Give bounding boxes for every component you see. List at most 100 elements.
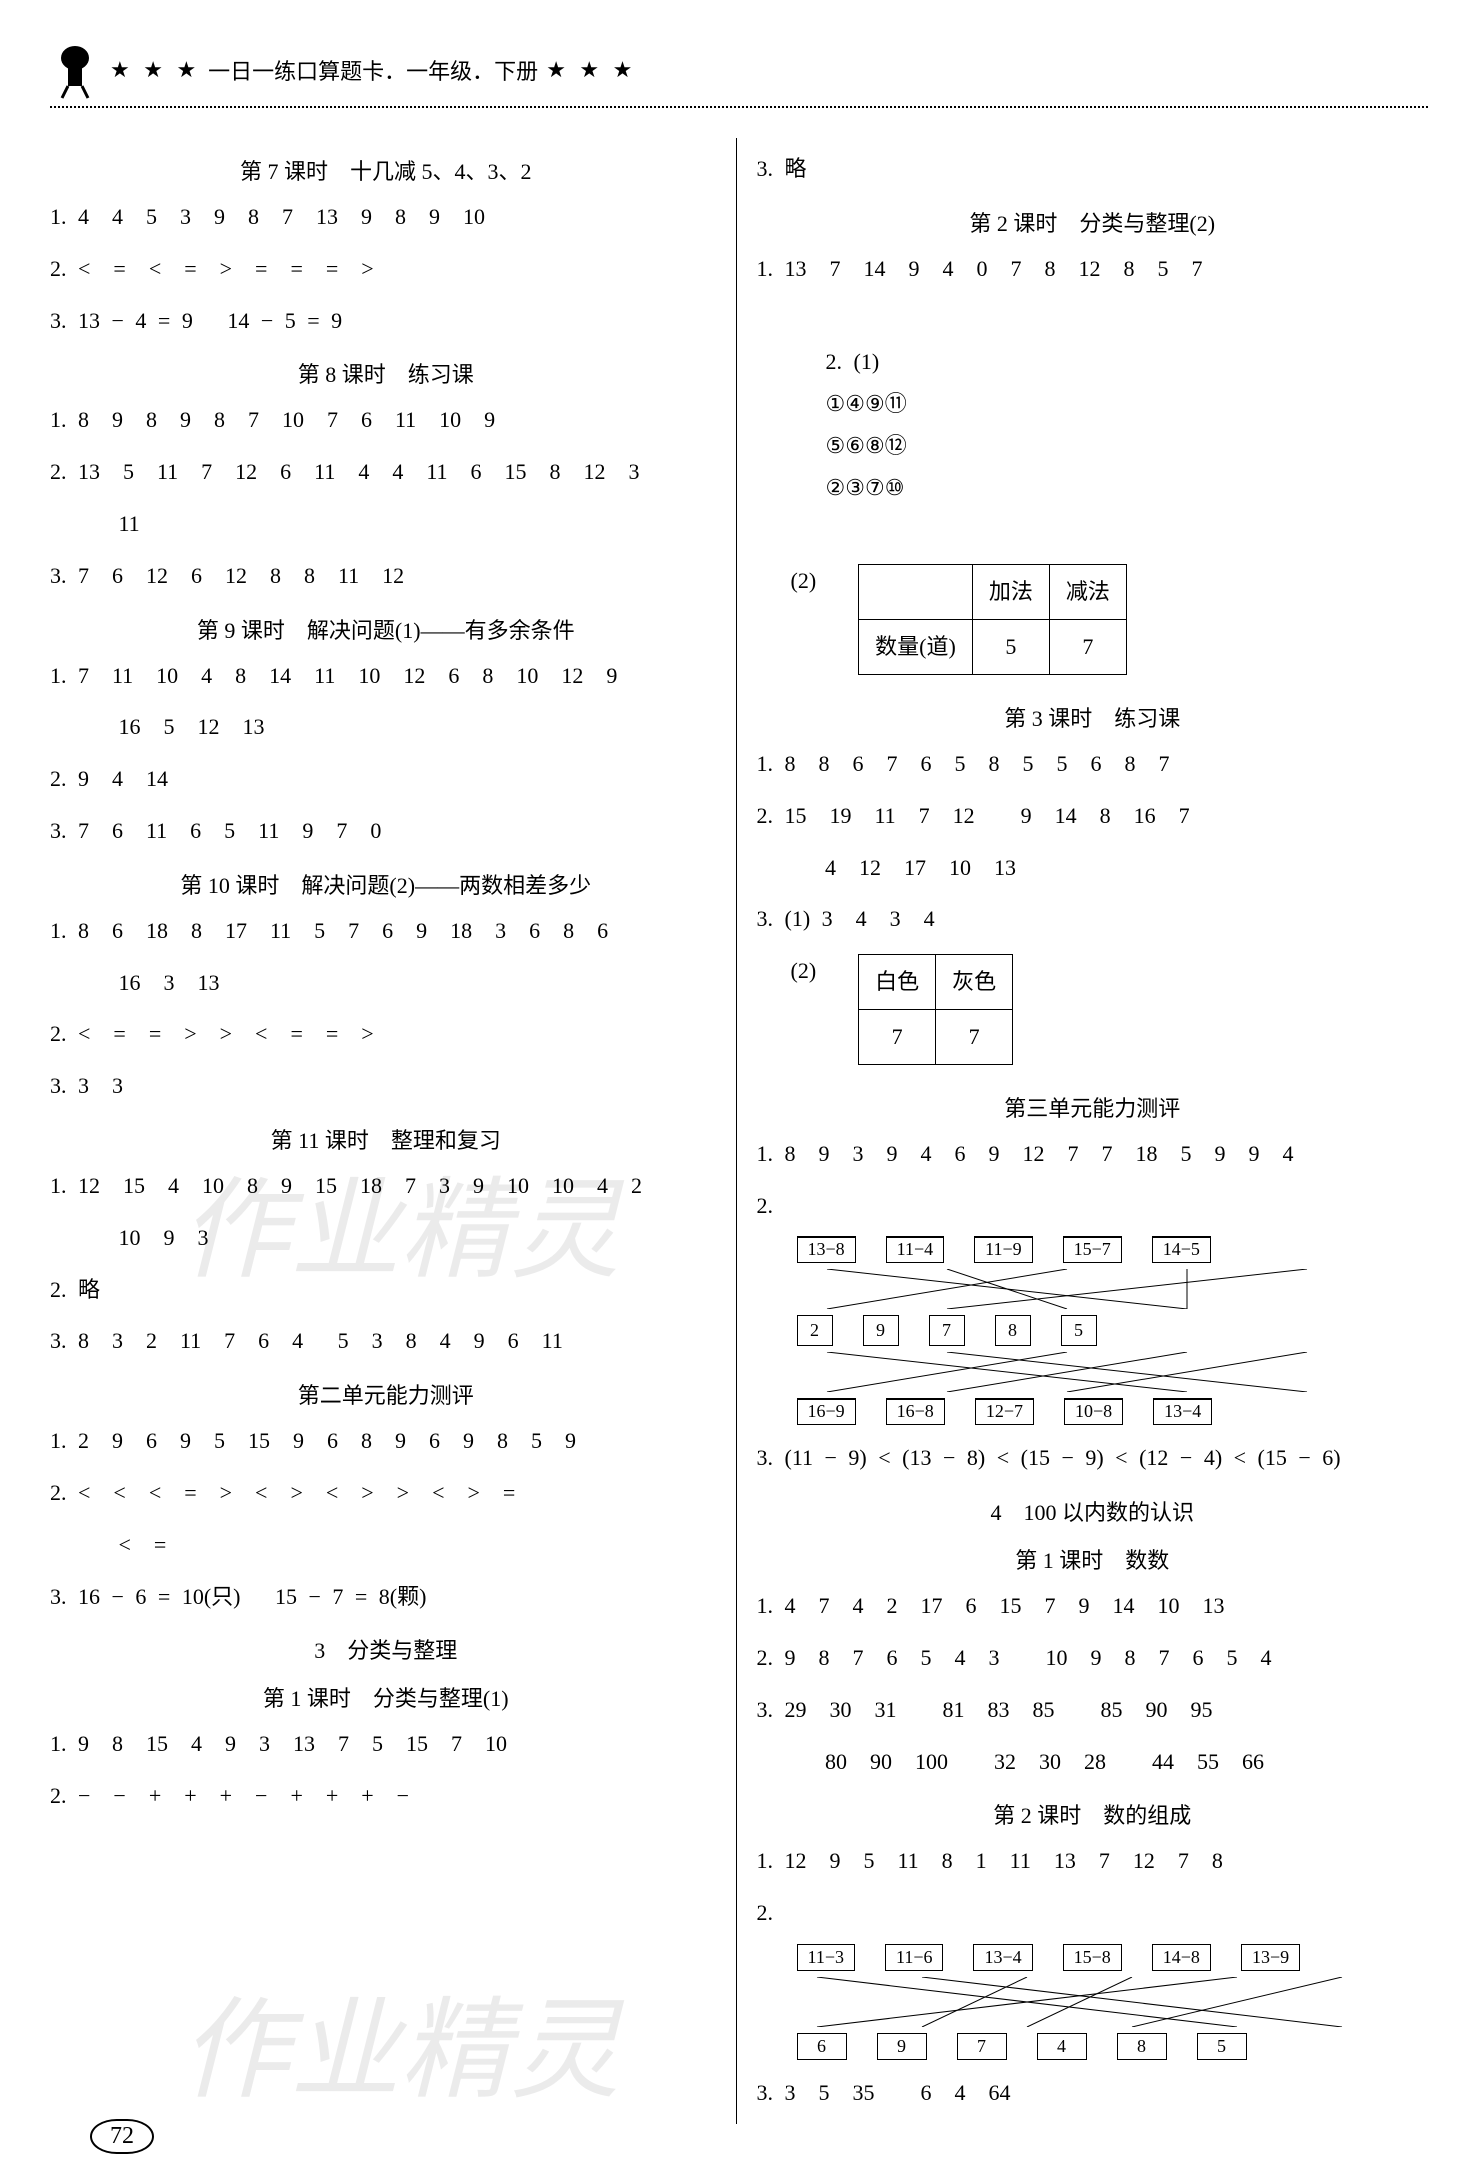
env: 11−9	[974, 1236, 1032, 1263]
env: 11−4	[886, 1236, 944, 1263]
cube: 7	[929, 1315, 965, 1346]
page-header: ★ ★ ★ 一日一练口算题卡．一年级．下册 ★ ★ ★	[50, 40, 1428, 108]
smallbox: 7	[957, 2033, 1007, 2060]
section-sub: 第 2 课时 数的组成	[757, 1798, 1429, 1830]
label: 2. (1)	[826, 349, 880, 374]
smallbox: 4	[1037, 2033, 1087, 2060]
section-head: 第 7 课时 十几减 5、4、3、2	[50, 154, 722, 186]
section-sub: 第 1 课时 分类与整理(1)	[50, 1681, 722, 1713]
matching-diagram: 13−811−411−915−714−5 29785 16−916−812−71…	[757, 1236, 1429, 1425]
label: 2.	[757, 1892, 1429, 1934]
env: 10−8	[1064, 1398, 1123, 1425]
circled-group: ②③⑦⑩	[826, 475, 905, 500]
cell: 数量(道)	[859, 620, 973, 675]
answer-line: 3. 16 − 6 = 10(只) 15 − 7 = 8(颗)	[50, 1576, 722, 1618]
answer-line: 10 9 3	[50, 1217, 722, 1259]
answer-line: 2. 略	[50, 1269, 722, 1311]
answer-line: 16 5 12 13	[50, 706, 722, 748]
section-sub: 第 1 课时 数数	[757, 1543, 1429, 1575]
envelope-row: 16−916−812−710−813−4	[757, 1398, 1429, 1425]
smallbox: 8	[1117, 2033, 1167, 2060]
answer-line: 2. < < < = > < > < > > < > =	[50, 1472, 722, 1514]
answer-line: 2. 9 8 7 6 5 4 3 10 9 8 7 6 5 4	[757, 1637, 1429, 1679]
answer-line: 1. 7 11 10 4 8 14 11 10 12 6 8 10 12 9	[50, 655, 722, 697]
classify-table: 加法 减法 数量(道) 5 7	[858, 564, 1127, 675]
answer-line: 3. 3 3	[50, 1065, 722, 1107]
color-table: 白色 灰色 7 7	[858, 954, 1013, 1065]
answer-line: 3. 29 30 31 81 83 85 85 90 95	[757, 1689, 1429, 1731]
env: 16−8	[886, 1398, 945, 1425]
smallbox: 13−4	[973, 1944, 1032, 1971]
cube: 2	[797, 1315, 833, 1346]
answer-line: 2. 13 5 11 7 12 6 11 4 4 11 6 15 8 12 3	[50, 451, 722, 493]
env: 15−7	[1063, 1236, 1122, 1263]
box-row: 697485	[757, 2033, 1429, 2060]
cell: 加法	[972, 565, 1049, 620]
section-head: 第三单元能力测评	[757, 1091, 1429, 1123]
cell: 白色	[859, 955, 936, 1010]
left-column: 第 7 课时 十几减 5、4、3、2 1. 4 4 5 3 9 8 7 13 9…	[50, 138, 737, 2124]
answer-line: 11	[50, 503, 722, 545]
smallbox: 13−9	[1241, 1944, 1300, 1971]
section-head: 3 分类与整理	[50, 1633, 722, 1665]
answer-line: 1. 12 15 4 10 8 9 15 18 7 3 9 10 10 4 2	[50, 1165, 722, 1207]
answer-line: 80 90 100 32 30 28 44 55 66	[757, 1741, 1429, 1783]
cell: 7	[936, 1009, 1013, 1064]
env: 13−4	[1153, 1398, 1212, 1425]
answer-line: 1. 2 9 6 9 5 15 9 6 8 9 6 9 8 5 9	[50, 1420, 722, 1462]
answer-line: 1. 9 8 15 4 9 3 13 7 5 15 7 10	[50, 1723, 722, 1765]
answer-line: 2. 15 19 11 7 12 9 14 8 16 7	[757, 795, 1429, 837]
label: (2)	[757, 950, 817, 992]
section-head: 第 3 课时 练习课	[757, 701, 1429, 733]
answer-line: 1. 12 9 5 11 8 1 11 13 7 12 7 8	[757, 1840, 1429, 1882]
answer-line: 1. 8 9 8 9 8 7 10 7 6 11 10 9	[50, 399, 722, 441]
answer-line: 2. < = = > > < = = >	[50, 1013, 722, 1055]
answer-line: 3. 8 3 2 11 7 6 4 5 3 8 4 9 6 11	[50, 1320, 722, 1362]
smallbox: 5	[1197, 2033, 1247, 2060]
answer-line: 1. 4 7 4 2 17 6 15 7 9 14 10 13	[757, 1585, 1429, 1627]
cube: 8	[995, 1315, 1031, 1346]
answer-line: 3. 7 6 12 6 12 8 8 11 12	[50, 555, 722, 597]
answer-line: 2. < = < = > = = = >	[50, 248, 722, 290]
answer-line: 2. (1) ①④⑨⑪ ⑤⑥⑧⑫ ②③⑦⑩	[757, 300, 1429, 551]
table-wrap: (2) 加法 减法 数量(道) 5 7	[757, 560, 1429, 685]
cube-row: 29785	[757, 1315, 1429, 1346]
connect-lines	[757, 1352, 1417, 1392]
section-head: 4 100 以内数的认识	[757, 1495, 1429, 1527]
cell: 5	[972, 620, 1049, 675]
connect-lines	[757, 1269, 1417, 1309]
envelope-row: 13−8 11−4 11−9 15−7 14−5	[757, 1236, 1429, 1263]
page-number: 72	[90, 2119, 154, 2154]
answer-line: 3. (1) 3 4 3 4	[757, 898, 1429, 940]
smallbox: 14−8	[1152, 1944, 1211, 1971]
cube: 9	[863, 1315, 899, 1346]
answer-line: 1. 13 7 14 9 4 0 7 8 12 8 5 7	[757, 248, 1429, 290]
answer-line: 1. 8 9 3 9 4 6 9 12 7 7 18 5 9 9 4	[757, 1133, 1429, 1175]
mascot-icon	[50, 40, 100, 100]
section-head: 第 8 课时 练习课	[50, 357, 722, 389]
cell: 7	[1049, 620, 1126, 675]
answer-line: 3. (11 − 9) < (13 − 8) < (15 − 9) < (12 …	[757, 1437, 1429, 1479]
answer-line: < =	[50, 1524, 722, 1566]
cell: 减法	[1049, 565, 1126, 620]
content-columns: 第 7 课时 十几减 5、4、3、2 1. 4 4 5 3 9 8 7 13 9…	[50, 138, 1428, 2124]
stars-left: ★ ★ ★	[110, 57, 200, 83]
section-head: 第二单元能力测评	[50, 1378, 722, 1410]
smallbox: 15−8	[1063, 1944, 1122, 1971]
connect-lines	[757, 1977, 1417, 2027]
section-head: 第 11 课时 整理和复习	[50, 1123, 722, 1155]
label: (2)	[757, 560, 817, 602]
env: 14−5	[1152, 1236, 1211, 1263]
section-head: 第 9 课时 解决问题(1)——有多余条件	[50, 613, 722, 645]
answer-line: 2. 9 4 14	[50, 758, 722, 800]
env: 13−8	[797, 1236, 856, 1263]
section-head: 第 10 课时 解决问题(2)——两数相差多少	[50, 868, 722, 900]
circled-group: ①④⑨⑪	[826, 391, 907, 416]
box-row: 11−311−613−415−814−813−9	[757, 1944, 1429, 1971]
section-head: 第 2 课时 分类与整理(2)	[757, 206, 1429, 238]
book-title: 一日一练口算题卡．一年级．下册	[208, 54, 538, 86]
smallbox: 11−6	[885, 1944, 943, 1971]
env: 12−7	[975, 1398, 1034, 1425]
matching-diagram-2: 11−311−613−415−814−813−9 697485	[757, 1944, 1429, 2060]
right-column: 3. 略 第 2 课时 分类与整理(2) 1. 13 7 14 9 4 0 7 …	[757, 138, 1429, 2124]
